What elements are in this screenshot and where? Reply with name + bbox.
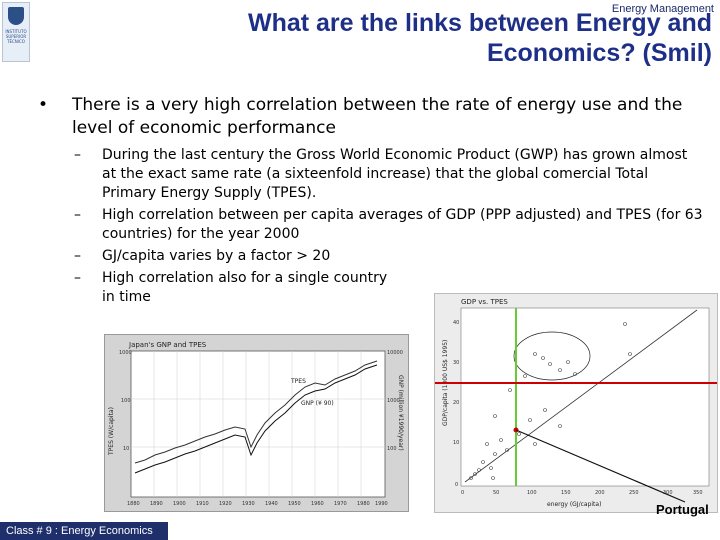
bullet-dot: •: [38, 95, 49, 115]
japan-chart-svg: Japan's GNP and TPES TPES GNP (¥ 90) TPE…: [108, 341, 404, 507]
sub-bullet: – GJ/capita varies by a factor > 20: [74, 247, 704, 266]
tpes-series-line: [134, 360, 378, 464]
japan-x-tick: 1980: [357, 501, 370, 507]
slide-title: What are the links between Energy and Ec…: [247, 9, 712, 67]
japan-x-tick: 1940: [265, 501, 278, 507]
japan-y-left-label: TPES (W/capita): [108, 407, 115, 456]
gdp-y-tick: 20: [453, 400, 459, 406]
sub-bullet: – High correlation also for a single cou…: [74, 269, 402, 307]
portugal-callout-line: [515, 429, 686, 503]
sub-dash: –: [74, 248, 81, 264]
japan-x-tick: 1880: [127, 501, 140, 507]
japan-x-tick: 1950: [288, 501, 301, 507]
japan-x-tick: 1970: [334, 501, 347, 507]
gdp-y-tick: 40: [453, 320, 459, 326]
cluster-ellipse: [513, 331, 591, 381]
gdp-y-tick: 10: [453, 440, 459, 446]
japan-y-right-tick: 100: [387, 446, 397, 452]
japan-y-left-ticks: 1000 100 10: [119, 350, 132, 452]
footer-bar: Class # 9 : Energy Economics: [0, 522, 168, 540]
gdp-x-tick: 300: [663, 490, 673, 496]
gdp-plot-area: [460, 307, 710, 487]
portugal-callout-label: Portugal: [656, 502, 709, 517]
japan-chart-title: Japan's GNP and TPES: [128, 341, 207, 349]
japan-x-tick: 1920: [219, 501, 232, 507]
logo-text: INSTITUTO SUPERIOR TÉCNICO: [5, 29, 27, 44]
sub-bullet-text: High correlation between per capita aver…: [102, 207, 703, 242]
japan-y-left-tick: 100: [121, 398, 131, 404]
japan-x-tick: 1990: [375, 501, 388, 507]
japan-grid: [131, 351, 385, 497]
gdp-chart-svg: GDP vs. TPES GDP/capita (1000 US$ 1995) …: [435, 298, 717, 508]
sub-bullet-text: High correlation also for a single count…: [102, 270, 388, 305]
figure-gdp-vs-tpes: GDP vs. TPES GDP/capita (1000 US$ 1995) …: [434, 293, 718, 513]
tpes-series-label: TPES: [290, 378, 306, 385]
gdp-x-tick: 350: [693, 490, 703, 496]
country-points: [469, 322, 632, 480]
sub-bullet: – During the last century the Gross Worl…: [74, 146, 704, 203]
sub-dash: –: [74, 270, 81, 286]
sub-bullet-list: – During the last century the Gross Worl…: [74, 146, 704, 310]
course-label: Energy Management: [611, 3, 714, 15]
gdp-x-tick: 200: [595, 490, 605, 496]
institution-logo: INSTITUTO SUPERIOR TÉCNICO: [2, 2, 30, 62]
gdp-chart-title: GDP vs. TPES: [461, 298, 508, 306]
japan-y-left-tick: 10: [123, 446, 129, 452]
japan-y-right-tick: 1000: [387, 398, 400, 404]
gdp-x-tick: 250: [629, 490, 639, 496]
gdp-y-tick: 0: [455, 482, 458, 488]
bullet-text: There is a very high correlation between…: [72, 95, 683, 138]
gnp-series-line: [134, 364, 378, 474]
japan-x-tick: 1900: [173, 501, 186, 507]
gnp-series-label: GNP (¥ 90): [301, 400, 334, 407]
sub-bullet-text: During the last century the Gross World …: [102, 147, 688, 201]
gdp-x-label: energy (GJ/capita): [547, 501, 601, 508]
gdp-x-tick: 150: [561, 490, 571, 496]
japan-plot-area: [130, 350, 386, 498]
gdp-y-tick: 30: [453, 360, 459, 366]
footer-text: Class # 9 : Energy Economics: [6, 525, 153, 537]
japan-y-left-tick: 1000: [119, 350, 132, 356]
gdp-x-ticks: 0 50 100 150 200 250 300 350: [461, 490, 703, 496]
sub-bullet: – High correlation between per capita av…: [74, 206, 704, 244]
japan-y-right-label: GNP (million ¥1990/year): [397, 375, 404, 451]
japan-y-right-tick: 10000: [387, 350, 403, 356]
japan-x-ticks: 1880 1890 1900 1910 1920 1930 1940 1950 …: [127, 501, 388, 507]
shield-icon: [8, 7, 24, 25]
gdp-x-tick: 50: [493, 490, 499, 496]
figure-japan-gnp-tpes: Japan's GNP and TPES TPES GNP (¥ 90) TPE…: [104, 334, 409, 512]
japan-y-right-ticks: 10000 1000 100: [387, 350, 403, 452]
sub-dash: –: [74, 147, 81, 163]
japan-x-tick: 1890: [150, 501, 163, 507]
sub-dash: –: [74, 207, 81, 223]
japan-x-tick: 1960: [311, 501, 324, 507]
gdp-x-tick: 0: [461, 490, 464, 496]
japan-x-tick: 1930: [242, 501, 255, 507]
regression-line: [464, 309, 698, 483]
gdp-x-tick: 100: [527, 490, 537, 496]
japan-x-tick: 1910: [196, 501, 209, 507]
gdp-y-ticks: 40 30 20 10 0: [453, 320, 459, 488]
sub-bullet-text: GJ/capita varies by a factor > 20: [102, 248, 331, 264]
